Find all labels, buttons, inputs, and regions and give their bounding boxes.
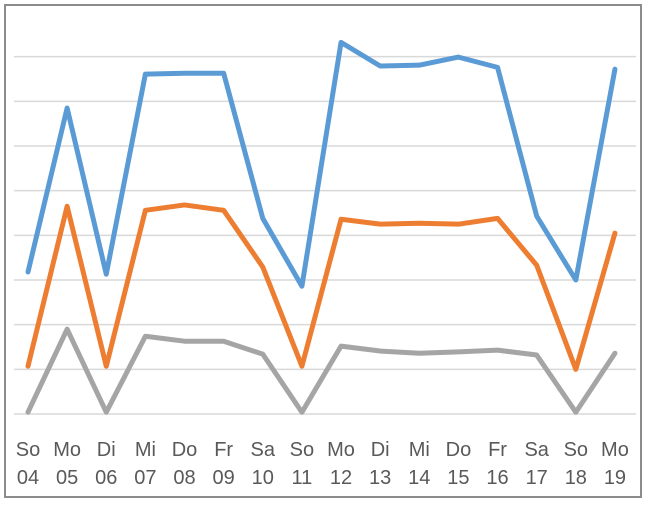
x-tick-label: Mi 07 bbox=[134, 439, 157, 489]
x-tick-label: Mo 19 bbox=[601, 439, 629, 489]
x-tick-label: So 11 bbox=[289, 439, 315, 489]
x-tick-label: Sa 17 bbox=[524, 439, 549, 489]
x-tick-label: Di 06 bbox=[95, 439, 118, 489]
series-line bbox=[25, 39, 618, 289]
x-tick-label: Sa 10 bbox=[250, 439, 275, 489]
series-line bbox=[25, 326, 618, 415]
series-line bbox=[25, 202, 618, 372]
x-tick-label: Fr 16 bbox=[486, 439, 509, 489]
x-tick-label: Mo 05 bbox=[53, 439, 82, 489]
x-tick-label: So 04 bbox=[15, 439, 41, 489]
x-tick-label: So 18 bbox=[563, 439, 589, 489]
x-tick-label: Do 08 bbox=[171, 439, 198, 489]
x-tick-label: Mo 12 bbox=[327, 439, 355, 489]
x-tick-label: Do 15 bbox=[445, 439, 472, 489]
x-tick-label: Di 13 bbox=[369, 439, 392, 489]
x-tick-label: Fr 09 bbox=[212, 439, 235, 489]
x-tick-label: Mi 14 bbox=[408, 439, 431, 489]
